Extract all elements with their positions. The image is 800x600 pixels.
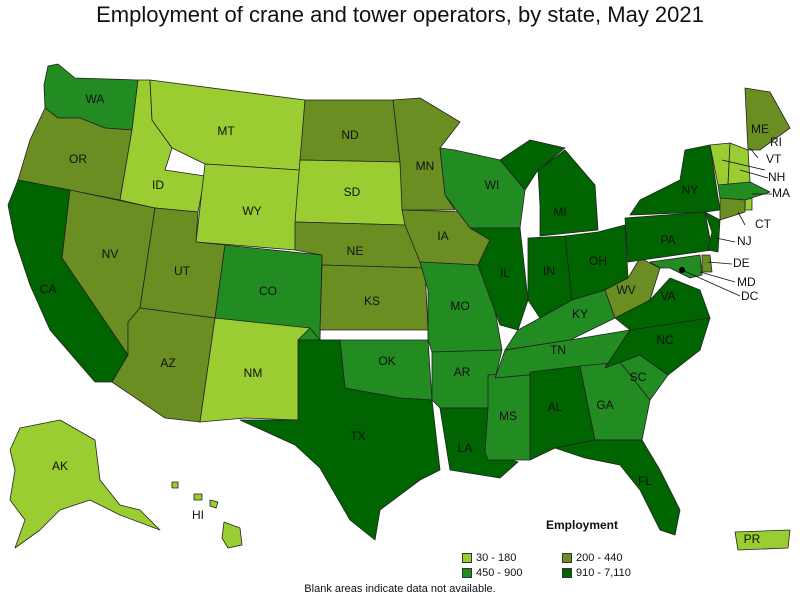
legend-swatch-2 [562, 552, 572, 563]
state-label-wv: WV [616, 283, 635, 297]
state-label-ar: AR [454, 365, 471, 379]
state-ny[interactable] [629, 144, 721, 216]
state-label-mo: MO [450, 299, 469, 313]
state-md[interactable] [649, 254, 703, 279]
legend-item-2: 200 - 440 [562, 552, 662, 564]
state-label-oh: OH [589, 254, 607, 268]
state-label-tx: TX [350, 429, 365, 443]
state-label-nj: NJ [737, 234, 752, 248]
state-label-co: CO [259, 284, 277, 298]
legend-label-2: 200 - 440 [576, 551, 623, 564]
state-label-sc: SC [630, 370, 647, 384]
state-nj[interactable] [704, 211, 721, 253]
state-label-in: IN [543, 264, 555, 278]
state-label-nc: NC [656, 333, 674, 347]
state-hi[interactable] [171, 481, 243, 549]
state-label-nm: NM [244, 366, 263, 380]
legend-swatch-3 [462, 567, 472, 578]
state-nm[interactable] [199, 317, 311, 423]
state-labels: WA OR CA NV ID MT WY UT AZ CO NM ND SD NE KS OK TX MN IA MO… [40, 92, 790, 546]
state-il[interactable] [469, 227, 529, 331]
state-label-wa: WA [86, 92, 105, 106]
state-label-va: VA [660, 289, 675, 303]
state-label-ut: UT [174, 264, 191, 278]
state-label-il: IL [500, 266, 510, 280]
state-label-de: DE [733, 256, 750, 270]
legend-item-1: 30 - 180 [462, 552, 562, 564]
state-label-ny: NY [682, 183, 699, 197]
dc-marker [679, 267, 685, 273]
state-label-al: AL [548, 400, 563, 414]
leader-lines [681, 147, 772, 297]
state-ct[interactable] [719, 197, 746, 221]
state-label-ks: KS [364, 294, 380, 308]
legend-swatch-1 [462, 552, 472, 563]
state-label-mi: MI [553, 205, 566, 219]
state-fl[interactable] [554, 439, 681, 536]
state-label-id: ID [152, 178, 164, 192]
state-label-ma: MA [772, 186, 790, 200]
state-de[interactable] [701, 254, 713, 273]
legend-label-3: 450 - 900 [476, 566, 523, 579]
state-label-or: OR [69, 152, 87, 166]
legend-item-3: 450 - 900 [462, 567, 562, 579]
state-label-pr: PR [744, 532, 761, 546]
state-label-fl: FL [638, 474, 652, 488]
state-label-ct: CT [755, 217, 772, 231]
state-label-ak: AK [52, 459, 68, 473]
legend: Employment 30 - 180 200 - 440 450 - 900 … [462, 518, 662, 580]
state-label-ri: RI [770, 135, 782, 149]
legend-label-1: 30 - 180 [476, 551, 517, 564]
state-label-wi: WI [485, 178, 500, 192]
state-label-ia: IA [437, 229, 448, 243]
state-label-pa: PA [660, 233, 675, 247]
state-ak[interactable] [9, 419, 161, 549]
state-label-hi: HI [192, 508, 204, 522]
state-label-nv: NV [102, 247, 119, 261]
legend-label-4: 910 - 7,110 [576, 566, 631, 579]
legend-swatch-4 [562, 567, 572, 578]
state-label-ca: CA [40, 282, 57, 296]
state-me[interactable] [744, 87, 791, 151]
state-label-ms: MS [499, 409, 517, 423]
state-label-mn: MN [416, 159, 435, 173]
state-mi[interactable] [499, 139, 599, 237]
state-label-ga: GA [596, 398, 613, 412]
state-label-tn: TN [550, 343, 566, 357]
footnote: Blank areas indicate data not available. [304, 583, 496, 595]
state-ma[interactable] [717, 181, 771, 201]
state-label-dc: DC [741, 289, 759, 303]
state-ri[interactable] [744, 197, 753, 211]
state-label-ne: NE [347, 244, 364, 258]
state-label-nd: ND [341, 128, 359, 142]
legend-title: Employment [545, 518, 618, 532]
state-label-vt: VT [766, 152, 782, 166]
state-label-mt: MT [217, 124, 235, 138]
state-label-ky: KY [572, 307, 588, 321]
state-label-la: LA [458, 441, 473, 455]
state-label-ok: OK [378, 354, 395, 368]
state-pr[interactable] [734, 529, 791, 551]
state-label-az: AZ [160, 356, 175, 370]
state-label-wy: WY [242, 204, 261, 218]
state-label-md: MD [737, 275, 756, 289]
state-label-me: ME [751, 122, 769, 136]
state-label-sd: SD [344, 185, 361, 199]
legend-item-4: 910 - 7,110 [562, 567, 662, 579]
map-title: Employment of crane and tower operators,… [96, 2, 704, 27]
state-label-nh: NH [768, 170, 785, 184]
state-tx[interactable] [239, 339, 441, 541]
